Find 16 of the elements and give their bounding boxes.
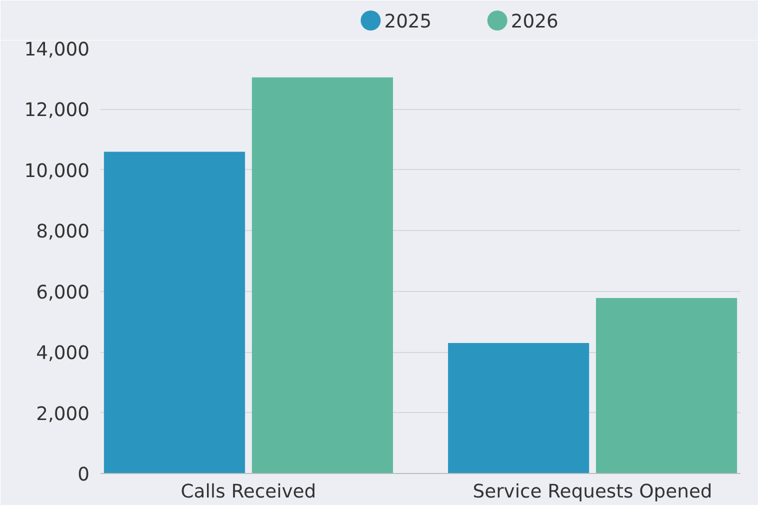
y-tick-label: 10,000	[24, 160, 90, 182]
bar	[596, 298, 738, 474]
legend-label: 2025	[384, 12, 432, 32]
x-tick-label: Calls Received	[180, 482, 316, 502]
y-tick-label: 4,000	[36, 343, 90, 364]
y-tick-label: 14,000	[24, 40, 90, 60]
legend-label: 2026	[510, 12, 558, 32]
y-tick-label: 12,000	[24, 100, 90, 122]
y-tick-label: 2,000	[36, 404, 90, 425]
bar	[252, 77, 393, 474]
bar	[104, 152, 246, 474]
y-tick-label: 8,000	[36, 222, 90, 243]
bar	[448, 342, 590, 474]
x-tick-label: Service Requests Opened	[472, 482, 712, 502]
y-tick-label: 0	[78, 464, 90, 486]
y-tick-label: 6,000	[36, 282, 90, 304]
